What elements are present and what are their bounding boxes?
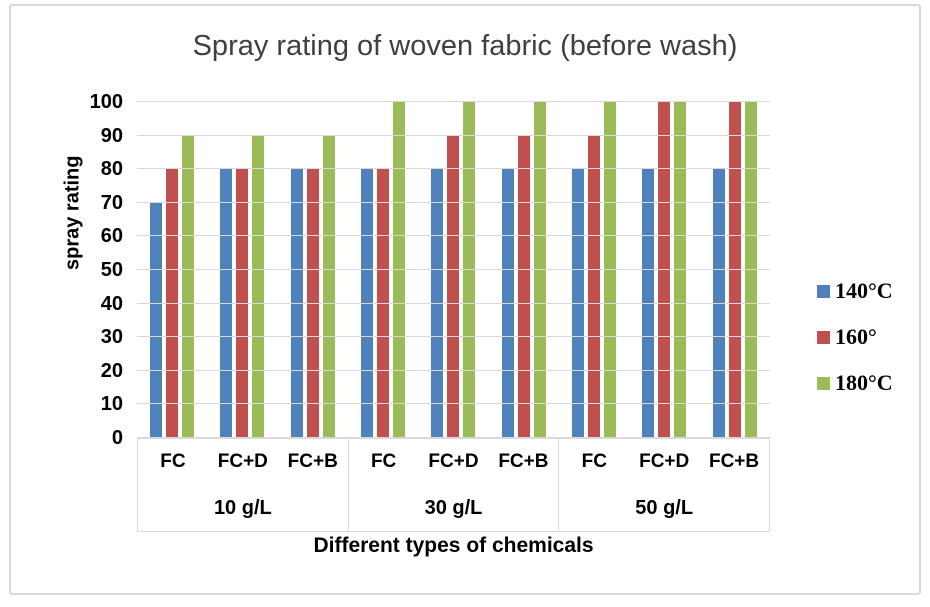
category-row: FC FC+D FC+B	[138, 439, 348, 486]
bar	[322, 136, 335, 438]
bar-group	[629, 102, 699, 438]
plot-area	[137, 101, 770, 438]
category-label: FC	[160, 451, 186, 473]
gridline-100	[137, 101, 770, 102]
category-row: FC FC+D FC+B	[559, 439, 769, 486]
gridline-0	[137, 437, 770, 438]
legend-label: 140°C	[835, 278, 893, 303]
bar-groups	[137, 102, 770, 438]
category-label: FC+B	[708, 451, 760, 473]
category-group: FC FC+D FC+B 50 g/L	[559, 439, 769, 531]
category-label: FC	[581, 451, 607, 473]
y-tick-label: 50	[100, 259, 123, 281]
legend: 140°C 160° 180°C	[817, 278, 893, 396]
bar	[533, 102, 546, 438]
group-label: 50 g/L	[635, 496, 694, 519]
category-row: FC FC+D FC+B	[349, 439, 559, 486]
category-label: FC+B	[287, 451, 338, 473]
bar-group	[489, 102, 559, 438]
y-tick-label: 40	[100, 293, 123, 315]
category-label: FC+D	[428, 451, 479, 473]
group-label: 30 g/L	[424, 496, 483, 519]
bar-group	[559, 102, 629, 438]
gridline-40	[137, 303, 770, 304]
category-label: FC+D	[217, 451, 268, 473]
category-label: FC	[370, 451, 397, 473]
legend-swatch-icon	[817, 284, 830, 298]
bar-group	[137, 102, 207, 438]
chart-frame: Spray rating of woven fabric (before was…	[9, 4, 921, 595]
bar	[674, 102, 687, 438]
bar	[517, 136, 530, 438]
bar	[658, 102, 671, 438]
bar-group	[207, 102, 277, 438]
y-tick-label: 80	[100, 158, 123, 180]
category-label: FC+B	[498, 451, 549, 473]
bar-group	[348, 102, 418, 438]
category-axis: FC FC+D FC+B 10 g/L FC FC+D FC+B 30 g/L FC FC+D FC…	[137, 438, 770, 532]
bar	[588, 136, 601, 438]
gridline-60	[137, 235, 770, 236]
legend-swatch-icon	[817, 376, 830, 390]
gridline-20	[137, 370, 770, 371]
y-tick-label: 100	[89, 91, 123, 113]
legend-item: 160°	[817, 324, 893, 350]
category-group: FC FC+D FC+B 30 g/L	[349, 439, 560, 531]
legend-item: 140°C	[817, 278, 893, 304]
gridline-10	[137, 403, 770, 404]
gridline-70	[137, 202, 770, 203]
category-group: FC FC+D FC+B 10 g/L	[138, 439, 349, 531]
legend-swatch-icon	[817, 330, 830, 344]
bar-group	[418, 102, 488, 438]
legend-label: 180°C	[835, 370, 893, 395]
bar-group	[278, 102, 348, 438]
bar	[252, 136, 265, 438]
bar-group	[700, 102, 770, 438]
bar	[150, 203, 163, 438]
bar	[182, 136, 195, 438]
y-tick-label: 30	[100, 326, 123, 348]
bar	[393, 102, 406, 438]
bar	[728, 102, 741, 438]
legend-label: 160°	[835, 324, 877, 349]
y-axis-ticks: 0 10 20 30 40 50 60 70 80 90 100	[57, 91, 123, 449]
y-tick-label: 70	[100, 192, 123, 214]
bar	[463, 102, 476, 438]
group-label: 10 g/L	[213, 496, 272, 519]
legend-item: 180°C	[817, 370, 893, 396]
y-tick-label: 0	[111, 427, 123, 449]
chart-title: Spray rating of woven fabric (before was…	[192, 30, 738, 62]
y-tick-label: 90	[100, 125, 123, 147]
gridline-50	[137, 269, 770, 270]
bar	[604, 102, 617, 438]
gridline-90	[137, 135, 770, 136]
y-tick-label: 60	[100, 225, 123, 247]
y-tick-label: 20	[100, 360, 123, 382]
gridline-80	[137, 168, 770, 169]
x-axis-title: Different types of chemicals	[313, 534, 594, 557]
bar	[447, 136, 460, 438]
gridline-30	[137, 336, 770, 337]
bar	[744, 102, 757, 438]
y-tick-label: 10	[100, 393, 123, 415]
category-label: FC+D	[639, 451, 690, 473]
